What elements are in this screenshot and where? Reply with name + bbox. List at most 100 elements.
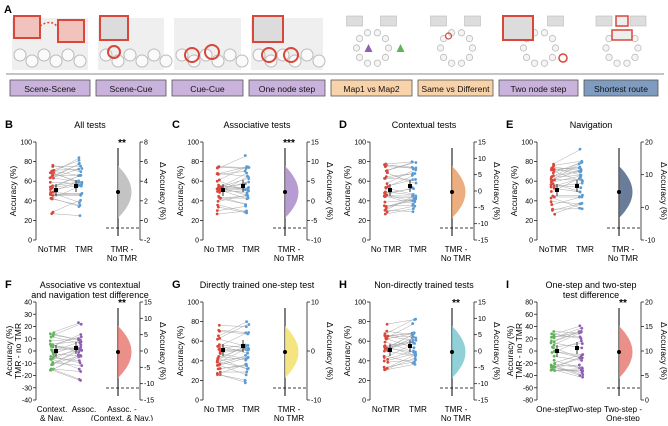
- data-point-b: [579, 190, 582, 193]
- x-label-a: One-step: [536, 405, 570, 414]
- diff-violin: [118, 326, 132, 378]
- y-tick-label-right: 6: [144, 159, 148, 166]
- data-point-a: [51, 174, 54, 177]
- panel-letter: E: [506, 119, 513, 131]
- panel-letter: B: [5, 119, 13, 131]
- node-circle: [520, 45, 526, 51]
- data-point-b: [80, 336, 83, 339]
- data-point-a: [550, 366, 553, 369]
- data-point-b: [244, 379, 247, 382]
- y-tick-label-right: -5: [311, 218, 317, 225]
- task-illustration-5: [347, 16, 405, 66]
- data-point-a: [49, 171, 52, 174]
- data-point-b: [581, 207, 584, 210]
- data-point-a: [49, 355, 52, 358]
- y-tick-label: 80: [358, 159, 366, 166]
- map-marker-green: [397, 44, 405, 52]
- highlight-scene: [616, 16, 628, 26]
- paired-line: [219, 375, 247, 383]
- node-circle: [38, 49, 50, 61]
- data-point-a: [217, 200, 220, 203]
- y-axis-title: Accuracy (%): [175, 326, 185, 377]
- y-tick-label-right: 0: [311, 349, 315, 356]
- node-circle: [356, 35, 362, 41]
- data-point-a: [551, 351, 554, 354]
- y-tick-label-right: 15: [478, 300, 486, 307]
- paired-line: [52, 214, 80, 216]
- data-point-b: [415, 167, 418, 170]
- diff-violin: [285, 166, 299, 218]
- y-tick-label-right: 5: [645, 373, 649, 380]
- data-point-b: [247, 189, 250, 192]
- data-point-b: [247, 356, 250, 359]
- data-point-b: [578, 196, 581, 199]
- data-point-b: [580, 160, 583, 163]
- y-tick-label-right: 5: [478, 172, 482, 179]
- data-point-a: [553, 366, 556, 369]
- data-point-b: [79, 333, 82, 336]
- diff-violin: [619, 166, 633, 218]
- data-point-b: [80, 323, 83, 326]
- y-axis-title: Accuracy (%): [342, 326, 352, 377]
- data-point-a: [216, 209, 219, 212]
- significance-marker: **: [118, 138, 126, 149]
- data-point-b: [414, 178, 417, 181]
- mean-marker-b: [575, 346, 579, 350]
- paired-line: [386, 178, 414, 179]
- y-tick-label-right: 10: [311, 159, 319, 166]
- data-point-a: [218, 337, 221, 340]
- y-tick-label: 0: [362, 398, 366, 405]
- task-label-8: Shortest route: [594, 84, 648, 94]
- y-axis-title: Accuracy (%): [509, 166, 519, 217]
- paired-line: [219, 198, 247, 204]
- node-circle: [313, 55, 325, 67]
- y-tick-label-right: 0: [645, 398, 649, 405]
- data-point-a: [385, 175, 388, 178]
- y-tick-label-right: 15: [144, 300, 152, 307]
- scene-thumb: [431, 16, 447, 26]
- y-tick-label: 20: [525, 336, 533, 343]
- y-tick-label: 80: [191, 159, 199, 166]
- y-tick-label: 100: [354, 300, 366, 307]
- y-tick-label-right: -10: [478, 381, 488, 388]
- y-tick-label-right: -10: [311, 398, 321, 405]
- mean-marker-b: [575, 184, 579, 188]
- data-point-b: [80, 348, 83, 351]
- y-axis-title-line2: TMR - no TMR: [514, 323, 524, 379]
- data-point-a: [386, 323, 389, 326]
- y-tick-label-right: 15: [478, 140, 486, 147]
- data-point-a: [383, 360, 386, 363]
- data-point-a: [49, 340, 52, 343]
- data-point-a: [50, 369, 53, 372]
- paired-line: [553, 171, 581, 175]
- data-point-b: [579, 335, 582, 338]
- paired-line: [52, 362, 80, 365]
- node-circle: [236, 55, 248, 67]
- y-tick-label-right: 15: [645, 324, 653, 331]
- data-point-b: [78, 162, 81, 165]
- y-tick-label: 40: [24, 198, 32, 205]
- y-tick-label-right: 5: [144, 332, 148, 339]
- data-point-a: [219, 367, 222, 370]
- node-circle: [458, 30, 464, 36]
- y-tick-label: 60: [24, 179, 32, 186]
- data-point-b: [244, 154, 247, 157]
- y-tick-label-right: -5: [478, 365, 484, 372]
- node-circle: [136, 55, 148, 67]
- paired-line: [386, 364, 414, 369]
- data-point-b: [414, 161, 417, 164]
- task-illustration-8: [596, 16, 646, 66]
- data-point-b: [79, 165, 82, 168]
- significance-marker: **: [118, 298, 126, 309]
- panel-letter: H: [339, 279, 347, 291]
- task-label-4: One node step: [259, 84, 316, 94]
- y-tick-label-right: 5: [478, 332, 482, 339]
- significance-marker: **: [619, 298, 627, 309]
- diff-label-line1: Two-step -: [604, 405, 642, 414]
- node-circle: [385, 45, 391, 51]
- data-point-b: [80, 364, 83, 367]
- data-point-a: [386, 361, 389, 364]
